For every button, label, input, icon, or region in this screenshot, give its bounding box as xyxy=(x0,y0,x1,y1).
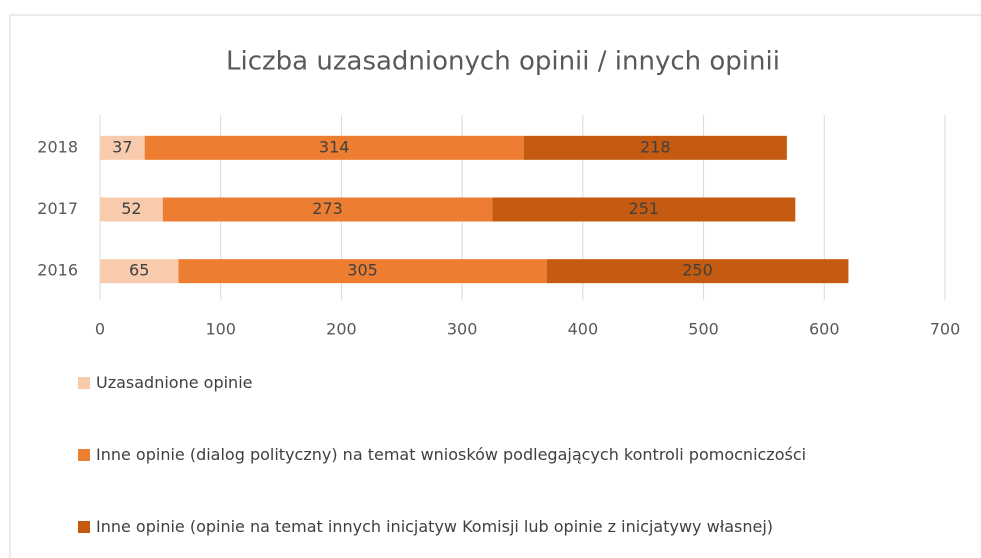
legend-item: Uzasadnione opinie xyxy=(78,368,858,398)
bar-segment xyxy=(492,197,796,222)
legend-label: Inne opinie (opinie na temat innych inic… xyxy=(96,517,774,536)
data-label: 305 xyxy=(347,261,378,280)
bar-segment xyxy=(178,259,547,284)
x-tick-label: 500 xyxy=(688,320,719,339)
data-label: 37 xyxy=(112,137,132,156)
bar-segment xyxy=(100,197,163,222)
bar-segment xyxy=(523,135,787,160)
legend-swatch xyxy=(78,377,90,389)
bar-segment xyxy=(100,259,179,284)
x-tick-label: 600 xyxy=(809,320,840,339)
legend-label: Inne opinie (dialog polityczny) na temat… xyxy=(96,445,807,464)
data-label: 218 xyxy=(640,137,671,156)
x-tick-label: 200 xyxy=(326,320,357,339)
legend-item: Inne opinie (opinie na temat innych inic… xyxy=(78,512,858,542)
data-label: 314 xyxy=(319,137,350,156)
bar-segment xyxy=(162,197,493,222)
chart-border xyxy=(9,14,981,558)
legend-swatch xyxy=(78,521,90,533)
x-tick-label: 0 xyxy=(95,320,105,339)
bar-segment xyxy=(546,259,849,284)
bar-segment xyxy=(144,135,524,160)
y-tick-label: 2018 xyxy=(37,137,78,156)
legend-item: Inne opinie (dialog polityczny) na temat… xyxy=(78,440,858,470)
legend-swatch xyxy=(78,449,90,461)
y-tick-label: 2017 xyxy=(37,199,78,218)
x-tick-label: 700 xyxy=(930,320,961,339)
data-label: 65 xyxy=(129,261,149,280)
data-label: 250 xyxy=(682,261,713,280)
data-label: 273 xyxy=(312,199,343,218)
x-tick-label: 300 xyxy=(447,320,478,339)
legend-label: Uzasadnione opinie xyxy=(96,373,253,392)
x-tick-label: 400 xyxy=(568,320,599,339)
bar-segment xyxy=(100,135,145,160)
y-tick-label: 2016 xyxy=(37,261,78,280)
data-label: 52 xyxy=(121,199,141,218)
data-label: 251 xyxy=(629,199,660,218)
chart-title: Liczba uzasadnionych opinii / innych opi… xyxy=(226,47,780,77)
x-tick-label: 100 xyxy=(205,320,236,339)
